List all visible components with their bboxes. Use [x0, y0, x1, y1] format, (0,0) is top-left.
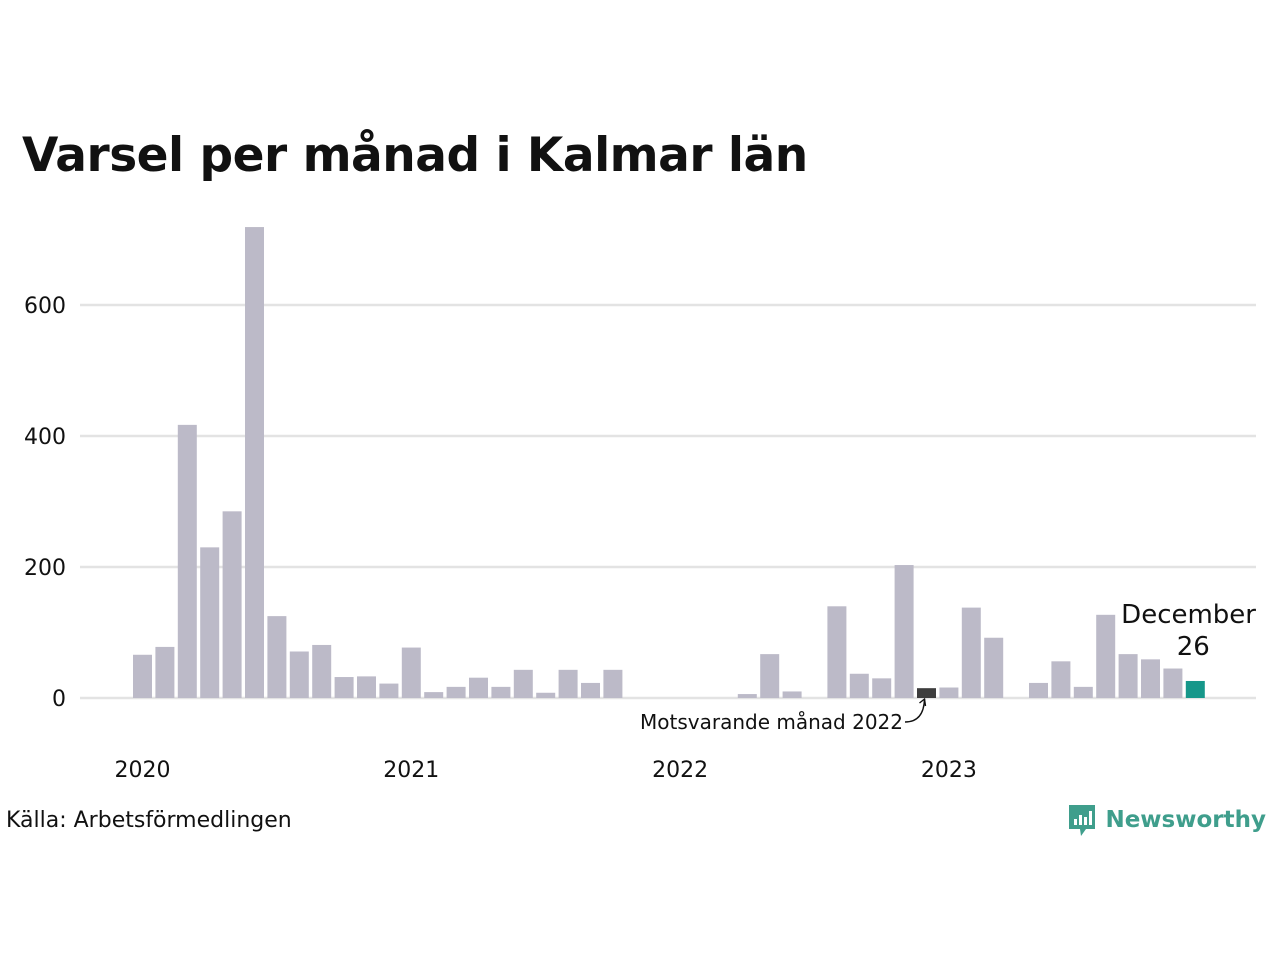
- newsworthy-logo-icon: [1069, 805, 1096, 836]
- x-year-label: 2020: [115, 758, 171, 783]
- chart-title: Varsel per månad i Kalmar län: [22, 128, 808, 183]
- comparison-label: Motsvarande månad 2022: [640, 710, 903, 734]
- bar-2023-06: [1051, 661, 1071, 698]
- bar-2020-10: [334, 677, 354, 698]
- bar-2021-08: [558, 669, 578, 698]
- x-year-label: 2022: [652, 758, 708, 783]
- bar-2022-05: [760, 654, 780, 698]
- bar-2020-11: [357, 676, 376, 698]
- x-year-label: 2023: [921, 758, 977, 783]
- y-tick-label: 0: [52, 687, 66, 712]
- comparison-arrowhead: [919, 697, 927, 707]
- brand-logo[interactable]: Newsworthy: [1067, 802, 1266, 838]
- bar-2021-06: [513, 669, 533, 698]
- bar-2023-03: [984, 637, 1004, 698]
- bar-2022-11: [894, 565, 914, 698]
- bar-2020-08: [289, 651, 309, 698]
- bar-2020-07: [267, 616, 287, 698]
- bar-2023-09: [1118, 654, 1138, 698]
- x-axis-year-labels: 2020 2021 2022 2023: [115, 758, 977, 783]
- bar-2023-12: [1185, 680, 1205, 698]
- latest-value-label: 26: [1177, 632, 1210, 662]
- bar-2022-04: [737, 694, 757, 698]
- bar-2021-05: [491, 686, 511, 698]
- x-year-label: 2021: [383, 758, 439, 783]
- bar-2023-07: [1073, 686, 1093, 698]
- bar-2021-01: [401, 647, 421, 698]
- bar-2021-03: [446, 686, 466, 698]
- bars: [133, 227, 1205, 698]
- bar-2021-09: [581, 682, 600, 698]
- bar-2022-09: [849, 673, 869, 698]
- bar-2020-01: [133, 654, 152, 698]
- bar-2020-12: [379, 683, 399, 698]
- bar-2020-03: [177, 424, 197, 698]
- bar-2020-04: [200, 547, 220, 698]
- y-tick-label: 200: [24, 556, 66, 581]
- bar-2022-06: [782, 691, 802, 698]
- bar-2023-01: [939, 687, 959, 698]
- bar-2020-09: [312, 644, 332, 698]
- y-axis-ticks: 0 200 400 600: [24, 294, 66, 712]
- bar-2020-06: [245, 227, 264, 698]
- y-tick-label: 600: [24, 294, 66, 319]
- bar-2023-02: [961, 607, 981, 698]
- bar-2022-10: [872, 678, 892, 698]
- bar-2022-08: [827, 606, 847, 698]
- bar-2023-10: [1141, 659, 1160, 698]
- latest-month-label: December: [1121, 600, 1256, 630]
- comparison-arrow: [904, 698, 926, 723]
- source-note: Källa: Arbetsförmedlingen: [6, 808, 292, 833]
- y-tick-label: 400: [24, 425, 66, 450]
- bar-2021-10: [603, 669, 623, 698]
- brand-name: Newsworthy: [1105, 807, 1266, 833]
- bar-2020-05: [222, 511, 242, 698]
- bar-2020-02: [155, 646, 175, 698]
- bar-2023-11: [1163, 668, 1183, 698]
- bar-2021-02: [424, 692, 444, 698]
- bar-2021-07: [536, 692, 556, 698]
- bar-2022-12: [917, 688, 936, 698]
- bar-2023-05: [1029, 682, 1048, 698]
- bar-2023-08: [1096, 614, 1116, 698]
- bar-2021-04: [469, 677, 488, 698]
